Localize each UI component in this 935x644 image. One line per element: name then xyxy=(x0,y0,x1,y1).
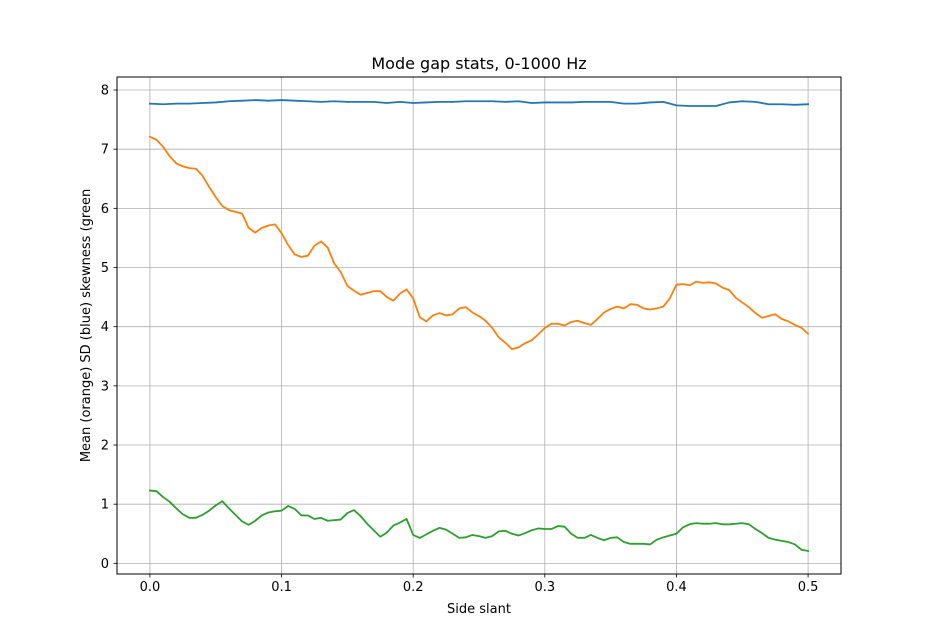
x-tick-label: 0.4 xyxy=(666,580,687,595)
x-axis-label: Side slant xyxy=(447,602,511,617)
y-tick-label: 5 xyxy=(101,261,109,276)
x-tick-label: 0.0 xyxy=(140,580,161,595)
axis-ticks: 0.0 0.1 0.2 0.3 0.4 0.5 0 1 2 3 4 5 6 7 8 xyxy=(101,84,819,595)
x-tick-label: 0.3 xyxy=(534,580,555,595)
series-line-2 xyxy=(148,489,810,552)
y-tick-label: 3 xyxy=(101,379,109,394)
x-tick-label: 0.1 xyxy=(271,580,292,595)
y-axis-label: Mean (orange) SD (blue) skewness (green xyxy=(79,189,94,462)
x-tick-label: 0.2 xyxy=(403,580,424,595)
y-tick-label: 6 xyxy=(101,202,109,217)
y-tick-label: 2 xyxy=(101,439,109,454)
grid-lines xyxy=(117,77,841,574)
y-tick-label: 0 xyxy=(101,557,109,572)
y-tick-label: 7 xyxy=(101,143,109,158)
y-tick-label: 8 xyxy=(101,84,109,99)
plot-frame xyxy=(116,76,842,575)
series-lines xyxy=(148,99,810,552)
series-line-1 xyxy=(148,135,810,351)
y-tick-label: 1 xyxy=(101,498,109,513)
y-tick-label: 4 xyxy=(101,320,109,335)
series-line-0 xyxy=(148,99,810,107)
x-tick-label: 0.5 xyxy=(798,580,819,595)
chart-title: Mode gap stats, 0-1000 Hz xyxy=(371,54,586,73)
